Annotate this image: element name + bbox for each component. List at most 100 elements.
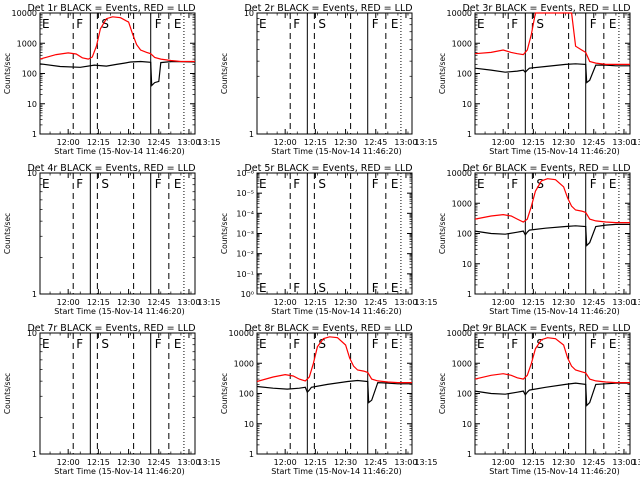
x-tick-label: 12:00: [492, 458, 515, 467]
marker-f: F: [372, 337, 379, 351]
y-tick-label: 10000: [12, 9, 37, 18]
marker-f: F: [155, 177, 162, 191]
x-tick-label: 12:45: [364, 298, 387, 307]
marker-s: S: [101, 17, 109, 31]
panel-title: Det 7r BLACK = Events, RED = LLD: [27, 323, 195, 334]
series-events: [474, 382, 630, 407]
x-axis-label: Start Time (15-Nov-14 11:46:20): [54, 467, 184, 476]
marker-e: E: [174, 337, 182, 351]
y-tick-label: 100: [457, 390, 472, 399]
y-tick-label: 10000: [447, 329, 472, 338]
x-tick-label: 13:15: [632, 458, 640, 467]
y-tick-label: 10000: [229, 329, 254, 338]
y-tick-label: 10⁰: [241, 290, 254, 299]
y-axis-label: Counts/sec: [3, 373, 12, 414]
plot-frame: [256, 172, 413, 295]
y-tick-label: 10⁻²: [236, 250, 254, 259]
x-tick-label: 13:00: [177, 298, 200, 307]
x-tick-label: 13:00: [394, 298, 417, 307]
marker-f: F: [293, 337, 300, 351]
marker-s: S: [318, 281, 326, 295]
marker-f: F: [511, 17, 518, 31]
y-tick-label: 100: [457, 70, 472, 79]
marker-e: E: [391, 281, 399, 295]
marker-f: F: [293, 17, 300, 31]
marker-f: F: [293, 281, 300, 295]
marker-s: S: [101, 177, 109, 191]
marker-e: E: [477, 177, 485, 191]
x-tick-label: 12:00: [57, 458, 80, 467]
x-axis-label: Start Time (15-Nov-14 11:46:20): [271, 307, 401, 316]
series-events: [474, 63, 630, 84]
y-tick-label: 1000: [452, 39, 472, 48]
x-axis-label: Start Time (15-Nov-14 11:46:20): [271, 147, 401, 156]
x-tick-label: 12:30: [334, 298, 357, 307]
x-tick-label: 12:15: [522, 138, 545, 147]
x-tick-label: 12:15: [522, 298, 545, 307]
x-tick-label: 12:00: [492, 138, 515, 147]
x-tick-label: 12:45: [582, 298, 605, 307]
x-tick-label: 12:00: [57, 298, 80, 307]
panel-title: Det 3r BLACK = Events, RED = LLD: [462, 3, 630, 14]
detector-panel-4: Det 4r BLACK = Events, RED = LLD 1 10 Count…: [3, 163, 221, 316]
y-tick-label: 10: [27, 100, 37, 109]
marker-f: F: [590, 177, 597, 191]
detector-panel-2: Det 2r BLACK = Events, RED = LLD 1 10 Count…: [220, 3, 438, 156]
y-tick-label: 100: [239, 390, 254, 399]
panel-title: Det 8r BLACK = Events, RED = LLD: [244, 323, 412, 334]
x-tick-label: 12:30: [334, 458, 357, 467]
x-tick-label: 13:15: [197, 138, 220, 147]
series-lld: [474, 337, 630, 384]
y-tick-label: 10⁻⁴: [236, 209, 254, 218]
y-axis-label: Counts/sec: [220, 373, 229, 414]
plot-frame: [256, 332, 413, 455]
marker-e: E: [609, 177, 617, 191]
marker-f: F: [76, 17, 83, 31]
y-tick-label: 1: [467, 450, 472, 459]
y-axis-label: Counts/sec: [3, 53, 12, 94]
x-tick-label: 13:00: [612, 458, 635, 467]
y-tick-label: 100: [22, 70, 37, 79]
marker-e: E: [609, 17, 617, 31]
marker-s: S: [101, 337, 109, 351]
marker-e: E: [42, 177, 50, 191]
marker-f: F: [155, 337, 162, 351]
y-axis-label: Counts/sec: [220, 53, 229, 94]
marker-f: F: [511, 337, 518, 351]
marker-e: E: [259, 281, 267, 295]
x-tick-label: 13:15: [414, 458, 437, 467]
x-axis-label: Start Time (15-Nov-14 11:46:20): [271, 467, 401, 476]
panel-title: Det 5r BLACK = Events, RED = LLD: [244, 163, 412, 174]
x-tick-label: 12:30: [552, 298, 575, 307]
x-tick-label: 12:45: [147, 298, 170, 307]
x-tick-label: 13:00: [177, 138, 200, 147]
y-tick-label: 10: [462, 100, 472, 109]
detector-panel-6: Det 6r BLACK = Events, RED = LLD 1 10 100 10…: [438, 163, 640, 316]
y-axis-label: Counts/sec: [3, 213, 12, 254]
x-tick-label: 12:00: [492, 298, 515, 307]
y-tick-label: 10: [244, 9, 254, 18]
x-tick-label: 12:15: [87, 298, 110, 307]
series-events: [256, 379, 412, 404]
x-tick-label: 12:30: [552, 138, 575, 147]
x-tick-label: 13:00: [177, 458, 200, 467]
marker-s: S: [318, 337, 326, 351]
panel-title: Det 9r BLACK = Events, RED = LLD: [462, 323, 630, 334]
series-lld: [256, 336, 412, 384]
marker-e: E: [42, 17, 50, 31]
series-lld: [474, 12, 630, 66]
x-axis-label: Start Time (15-Nov-14 11:46:20): [54, 307, 184, 316]
detector-panel-5: Det 5r BLACK = Events, RED = LLD 10⁰ 10⁻¹ 1…: [220, 163, 438, 316]
y-tick-label: 100: [457, 230, 472, 239]
y-tick-label: 1: [32, 450, 37, 459]
x-tick-label: 12:00: [274, 458, 297, 467]
plot-frame: [39, 332, 196, 455]
x-tick-label: 12:45: [147, 458, 170, 467]
y-tick-label: 1: [249, 450, 254, 459]
marker-s: S: [536, 337, 544, 351]
detector-panel-8: Det 8r BLACK = Events, RED = LLD 1 10 100 10…: [220, 323, 438, 476]
marker-s: S: [318, 17, 326, 31]
x-tick-label: 12:30: [117, 458, 140, 467]
marker-e: E: [259, 337, 267, 351]
